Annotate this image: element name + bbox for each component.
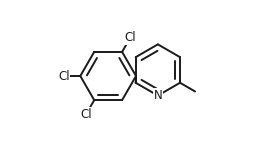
Text: Cl: Cl [58,69,69,83]
Text: N: N [153,89,162,102]
Text: Cl: Cl [125,31,136,44]
Text: Cl: Cl [80,108,92,121]
